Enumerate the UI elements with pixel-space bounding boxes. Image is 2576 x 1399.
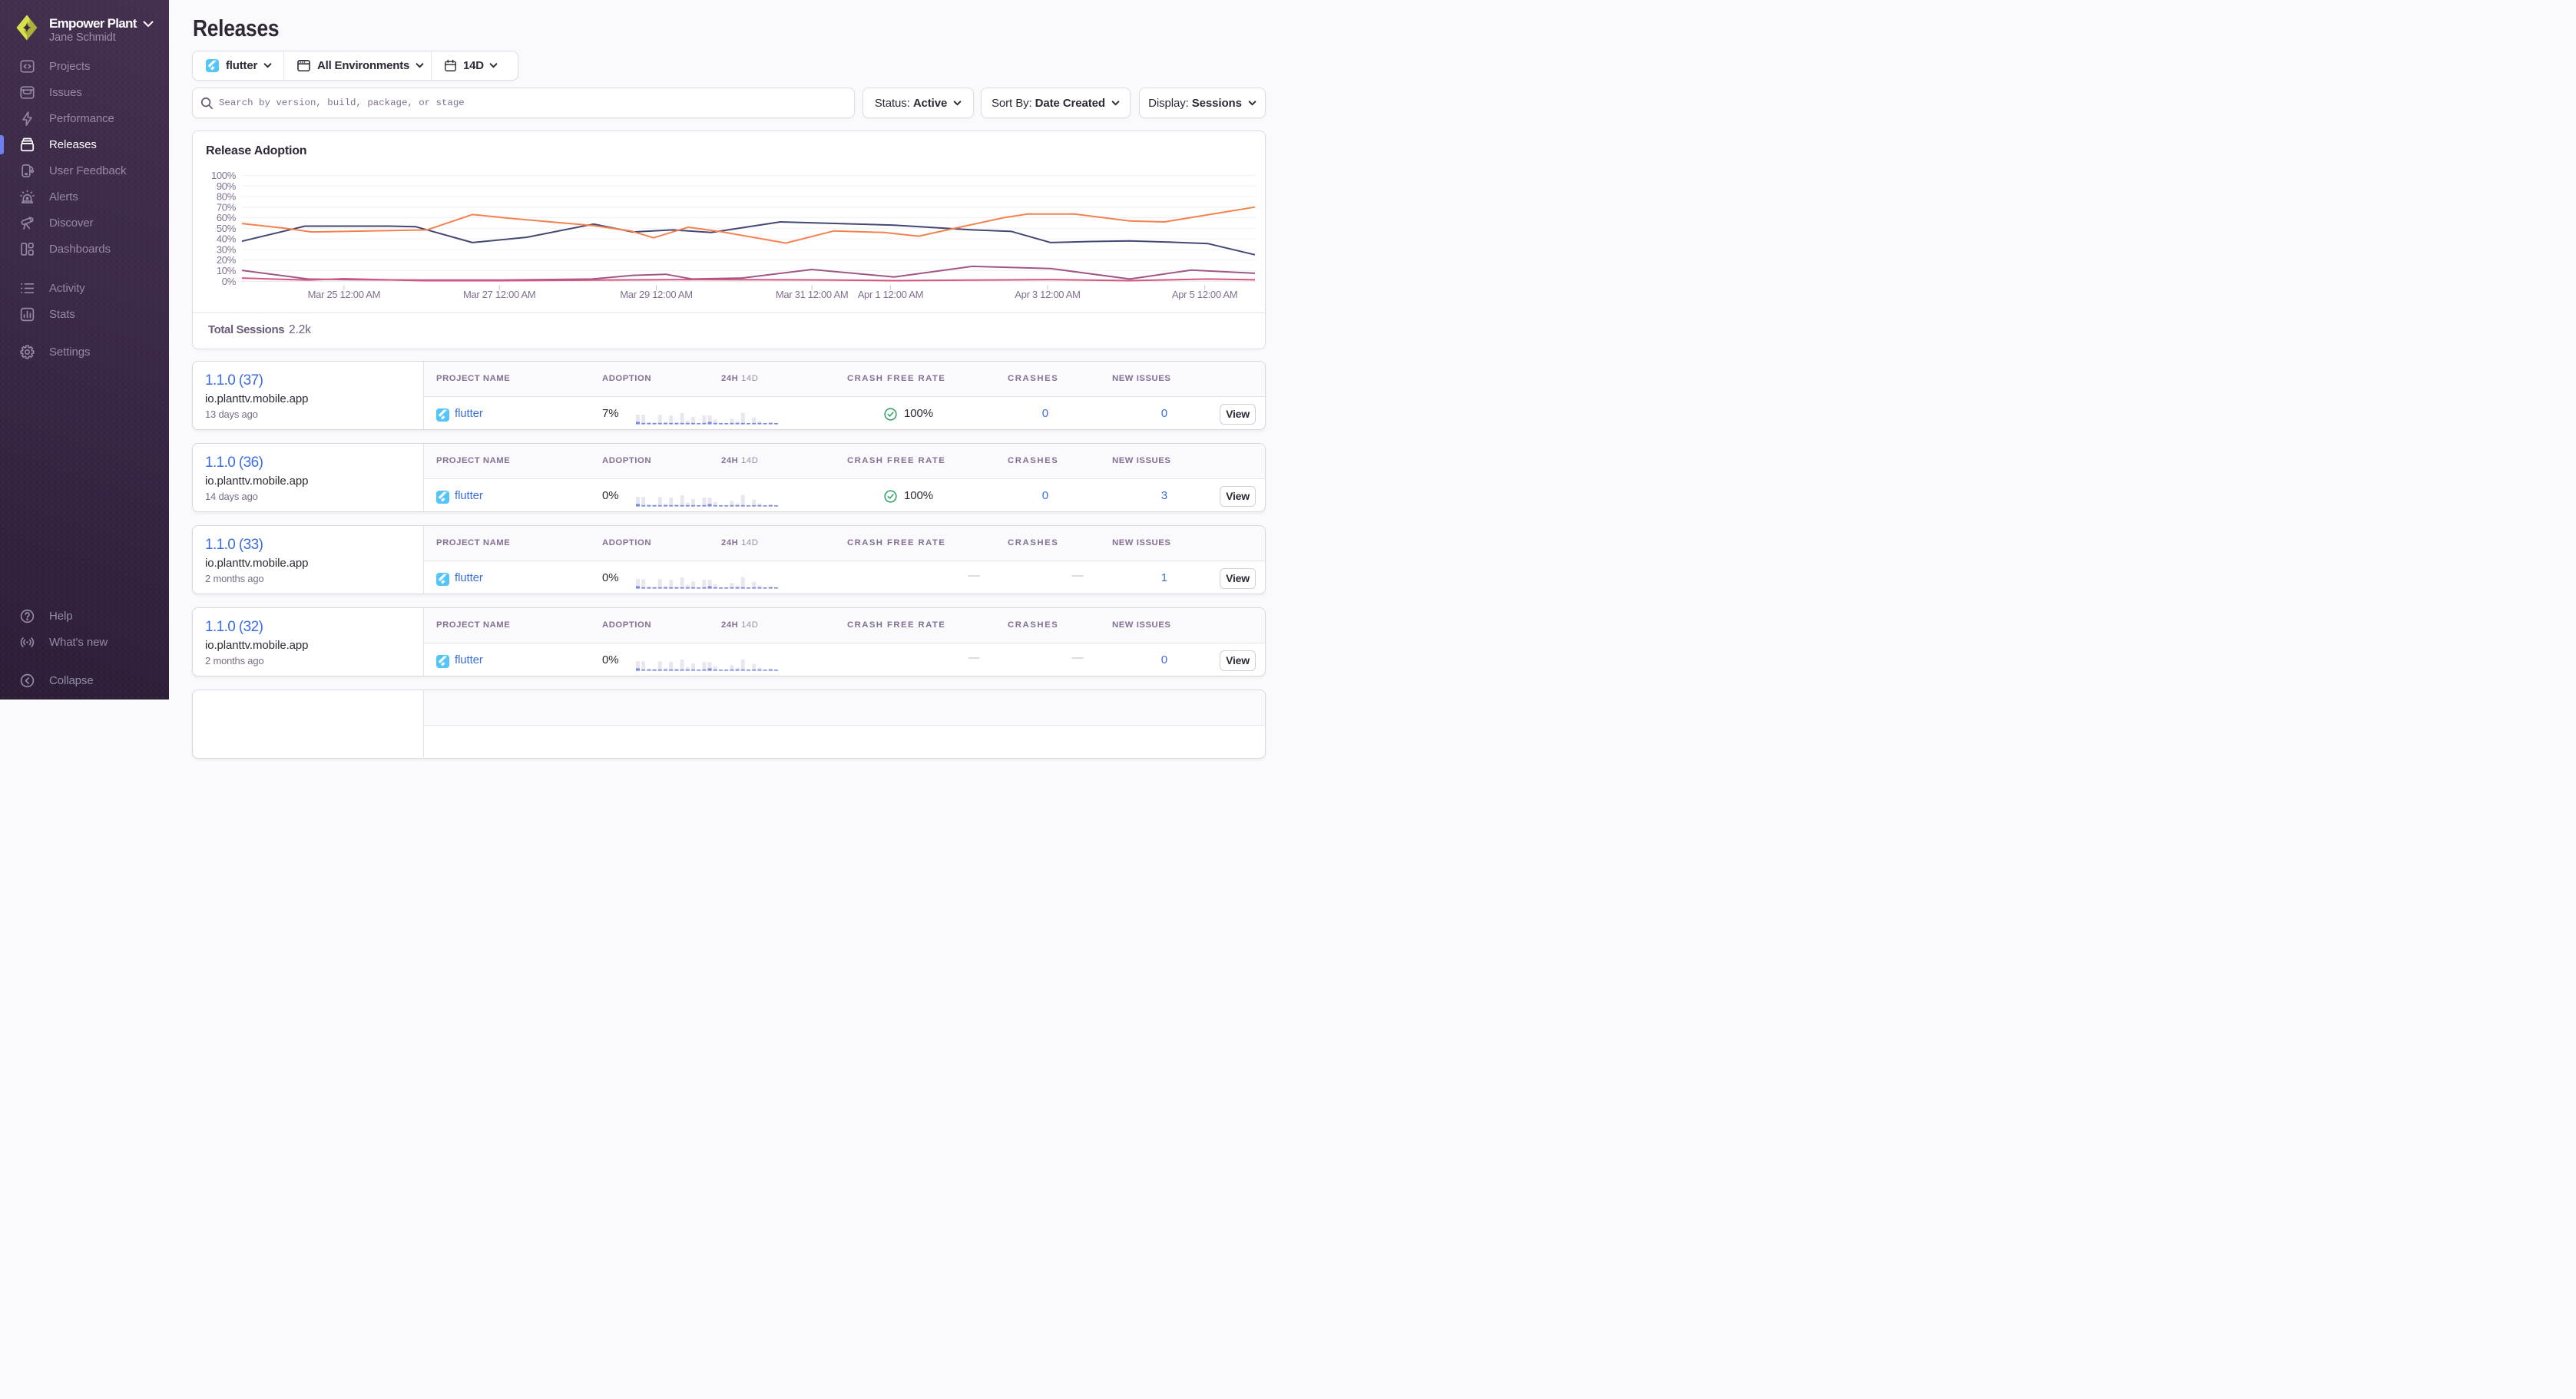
svg-text:50%: 50%: [217, 223, 237, 234]
svg-text:0%: 0%: [222, 276, 237, 287]
svg-text:Apr 3 12:00 AM: Apr 3 12:00 AM: [1015, 289, 1080, 300]
svg-text:10%: 10%: [217, 265, 237, 276]
svg-text:90%: 90%: [217, 180, 237, 192]
svg-text:Apr 1 12:00 AM: Apr 1 12:00 AM: [858, 289, 923, 300]
svg-text:80%: 80%: [217, 191, 237, 203]
svg-text:70%: 70%: [217, 201, 237, 213]
svg-text:Apr 5 12:00 AM: Apr 5 12:00 AM: [1172, 289, 1237, 300]
svg-text:Mar 25 12:00 AM: Mar 25 12:00 AM: [308, 289, 381, 300]
svg-text:30%: 30%: [217, 244, 237, 256]
svg-text:Mar 29 12:00 AM: Mar 29 12:00 AM: [620, 289, 693, 300]
svg-text:40%: 40%: [217, 233, 237, 245]
svg-text:100%: 100%: [211, 170, 237, 181]
svg-text:20%: 20%: [217, 254, 237, 266]
svg-text:60%: 60%: [217, 212, 237, 223]
svg-text:Mar 27 12:00 AM: Mar 27 12:00 AM: [463, 289, 536, 300]
svg-text:Mar 31 12:00 AM: Mar 31 12:00 AM: [776, 289, 849, 300]
